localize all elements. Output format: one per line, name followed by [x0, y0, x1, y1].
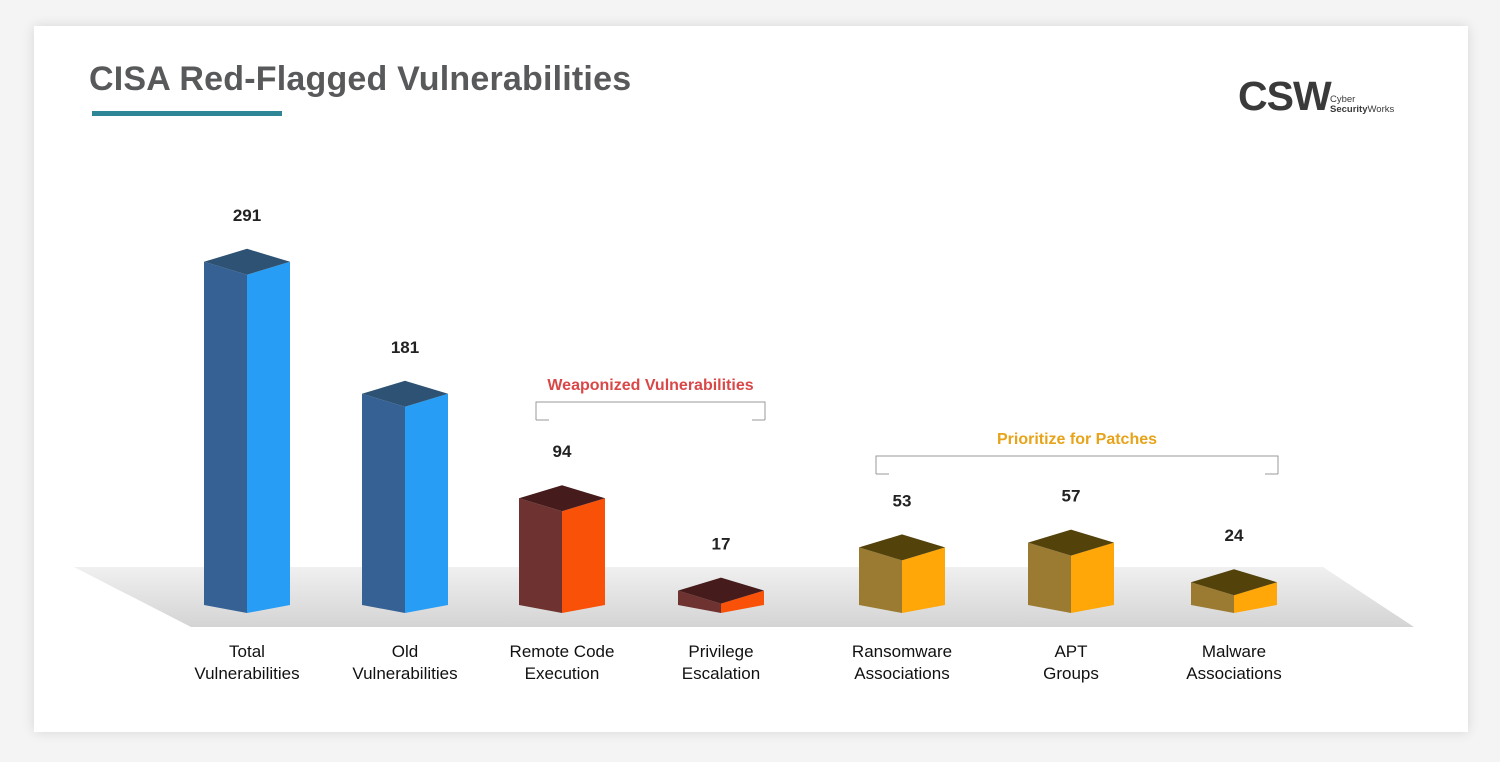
- logo-line1: Cyber: [1330, 94, 1356, 105]
- bar-front-face: [519, 498, 562, 613]
- logo-subtitle: Cyber SecurityWorks: [1330, 95, 1394, 115]
- bar-front-face: [1028, 542, 1071, 613]
- data-labels: 291 181 94 17 53 57 24: [233, 206, 1244, 554]
- bar-4: [859, 534, 945, 613]
- bar-front-face: [859, 547, 902, 613]
- data-label: 94: [553, 442, 572, 461]
- page-title: CISA Red-Flagged Vulnerabilities: [89, 60, 632, 98]
- bar-top-face: [1191, 569, 1277, 596]
- data-label: 53: [893, 491, 912, 510]
- bars: [204, 248, 1277, 613]
- logo-mark: CSW: [1238, 73, 1332, 119]
- bar-top-face: [519, 485, 605, 512]
- bar-3: [678, 577, 764, 613]
- data-label: 24: [1225, 526, 1244, 545]
- category-label: Privilege Escalation: [682, 642, 760, 683]
- csw-logo: CSW Cyber SecurityWorks: [1238, 74, 1398, 118]
- group-label: Prioritize for Patches: [997, 431, 1157, 448]
- bar-front-face: [678, 590, 721, 613]
- bar-top-face: [678, 577, 764, 604]
- bar-side-face: [721, 590, 764, 613]
- group-brackets: Weaponized Vulnerabilities Prioritize for…: [535, 377, 1279, 475]
- bar-side-face: [1071, 542, 1114, 613]
- bar-side-face: [405, 393, 448, 613]
- bar-2: [519, 485, 605, 613]
- category-label: APT Groups: [1043, 642, 1099, 683]
- logo-line2-rest: Works: [1367, 104, 1395, 115]
- title-underline: [92, 111, 282, 116]
- bar-side-face: [902, 547, 945, 613]
- category-label: Remote Code Execution: [510, 642, 615, 683]
- data-label: 17: [712, 535, 731, 554]
- data-label: 57: [1062, 487, 1081, 506]
- bar-top-face: [204, 248, 290, 275]
- logo-line2-bold: Security: [1330, 104, 1368, 115]
- group-1: Prioritize for Patches: [875, 431, 1279, 475]
- bar-top-face: [362, 380, 448, 407]
- bar-5: [1028, 529, 1114, 613]
- category-label: Ransomware Associations: [852, 642, 952, 683]
- category-label: Malware Associations: [1186, 642, 1281, 683]
- data-label: 291: [233, 206, 261, 225]
- bar-top-face: [859, 534, 945, 561]
- data-label: 181: [391, 338, 419, 357]
- group-bracket: [875, 455, 1279, 475]
- bar-6: [1191, 569, 1277, 613]
- bar-1: [362, 380, 448, 613]
- bar-side-face: [562, 498, 605, 613]
- bar-front-face: [362, 393, 405, 613]
- category-label: Old Vulnerabilities: [352, 642, 457, 683]
- group-bracket: [535, 401, 766, 421]
- bar-front-face: [1191, 582, 1234, 613]
- category-label: Total Vulnerabilities: [194, 642, 299, 683]
- group-label: Weaponized Vulnerabilities: [547, 377, 753, 394]
- bar-side-face: [247, 261, 290, 613]
- bar-top-face: [1028, 529, 1114, 556]
- bar-side-face: [1234, 582, 1277, 613]
- group-0: Weaponized Vulnerabilities: [535, 377, 766, 421]
- bar-front-face: [204, 261, 247, 613]
- bar-0: [204, 248, 290, 613]
- category-labels: Total Vulnerabilities Old Vulnerabilities Re…: [194, 642, 1281, 683]
